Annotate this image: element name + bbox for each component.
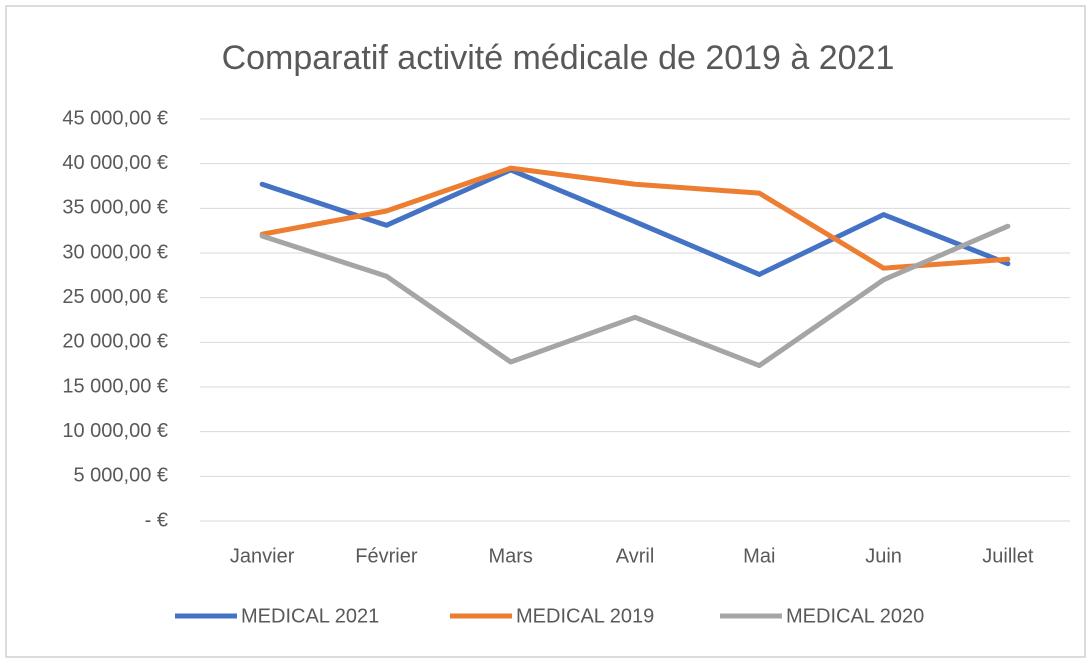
y-tick-label: - € xyxy=(145,509,168,531)
x-tick-label: Mai xyxy=(743,545,775,567)
series-line xyxy=(259,165,1011,271)
legend-label: MEDICAL 2021 xyxy=(241,605,379,627)
x-tick-label: Janvier xyxy=(230,545,295,567)
y-tick-label: 25 000,00 € xyxy=(62,286,168,308)
x-tick-label: Avril xyxy=(616,545,655,567)
legend-label: MEDICAL 2020 xyxy=(786,605,924,627)
y-tick-label: 45 000,00 € xyxy=(62,107,168,129)
y-tick-label: 10 000,00 € xyxy=(62,420,168,442)
series-line xyxy=(259,223,1011,369)
legend-label: MEDICAL 2019 xyxy=(516,605,654,627)
x-tick-label: Mars xyxy=(488,545,532,567)
y-tick-label: 30 000,00 € xyxy=(62,241,168,263)
y-tick-label: 15 000,00 € xyxy=(62,375,168,397)
chart-frame xyxy=(5,5,1086,658)
y-tick-label: 35 000,00 € xyxy=(62,197,168,219)
chart-title: Comparatif activité médicale de 2019 à 2… xyxy=(222,39,895,77)
y-tick-label: 20 000,00 € xyxy=(62,331,168,353)
x-tick-label: Juillet xyxy=(982,545,1034,567)
x-tick-label: Juin xyxy=(865,545,902,567)
series-line xyxy=(259,167,1011,277)
y-tick-label: 5 000,00 € xyxy=(73,465,168,487)
x-tick-label: Février xyxy=(355,545,418,567)
y-tick-label: 40 000,00 € xyxy=(62,152,168,174)
